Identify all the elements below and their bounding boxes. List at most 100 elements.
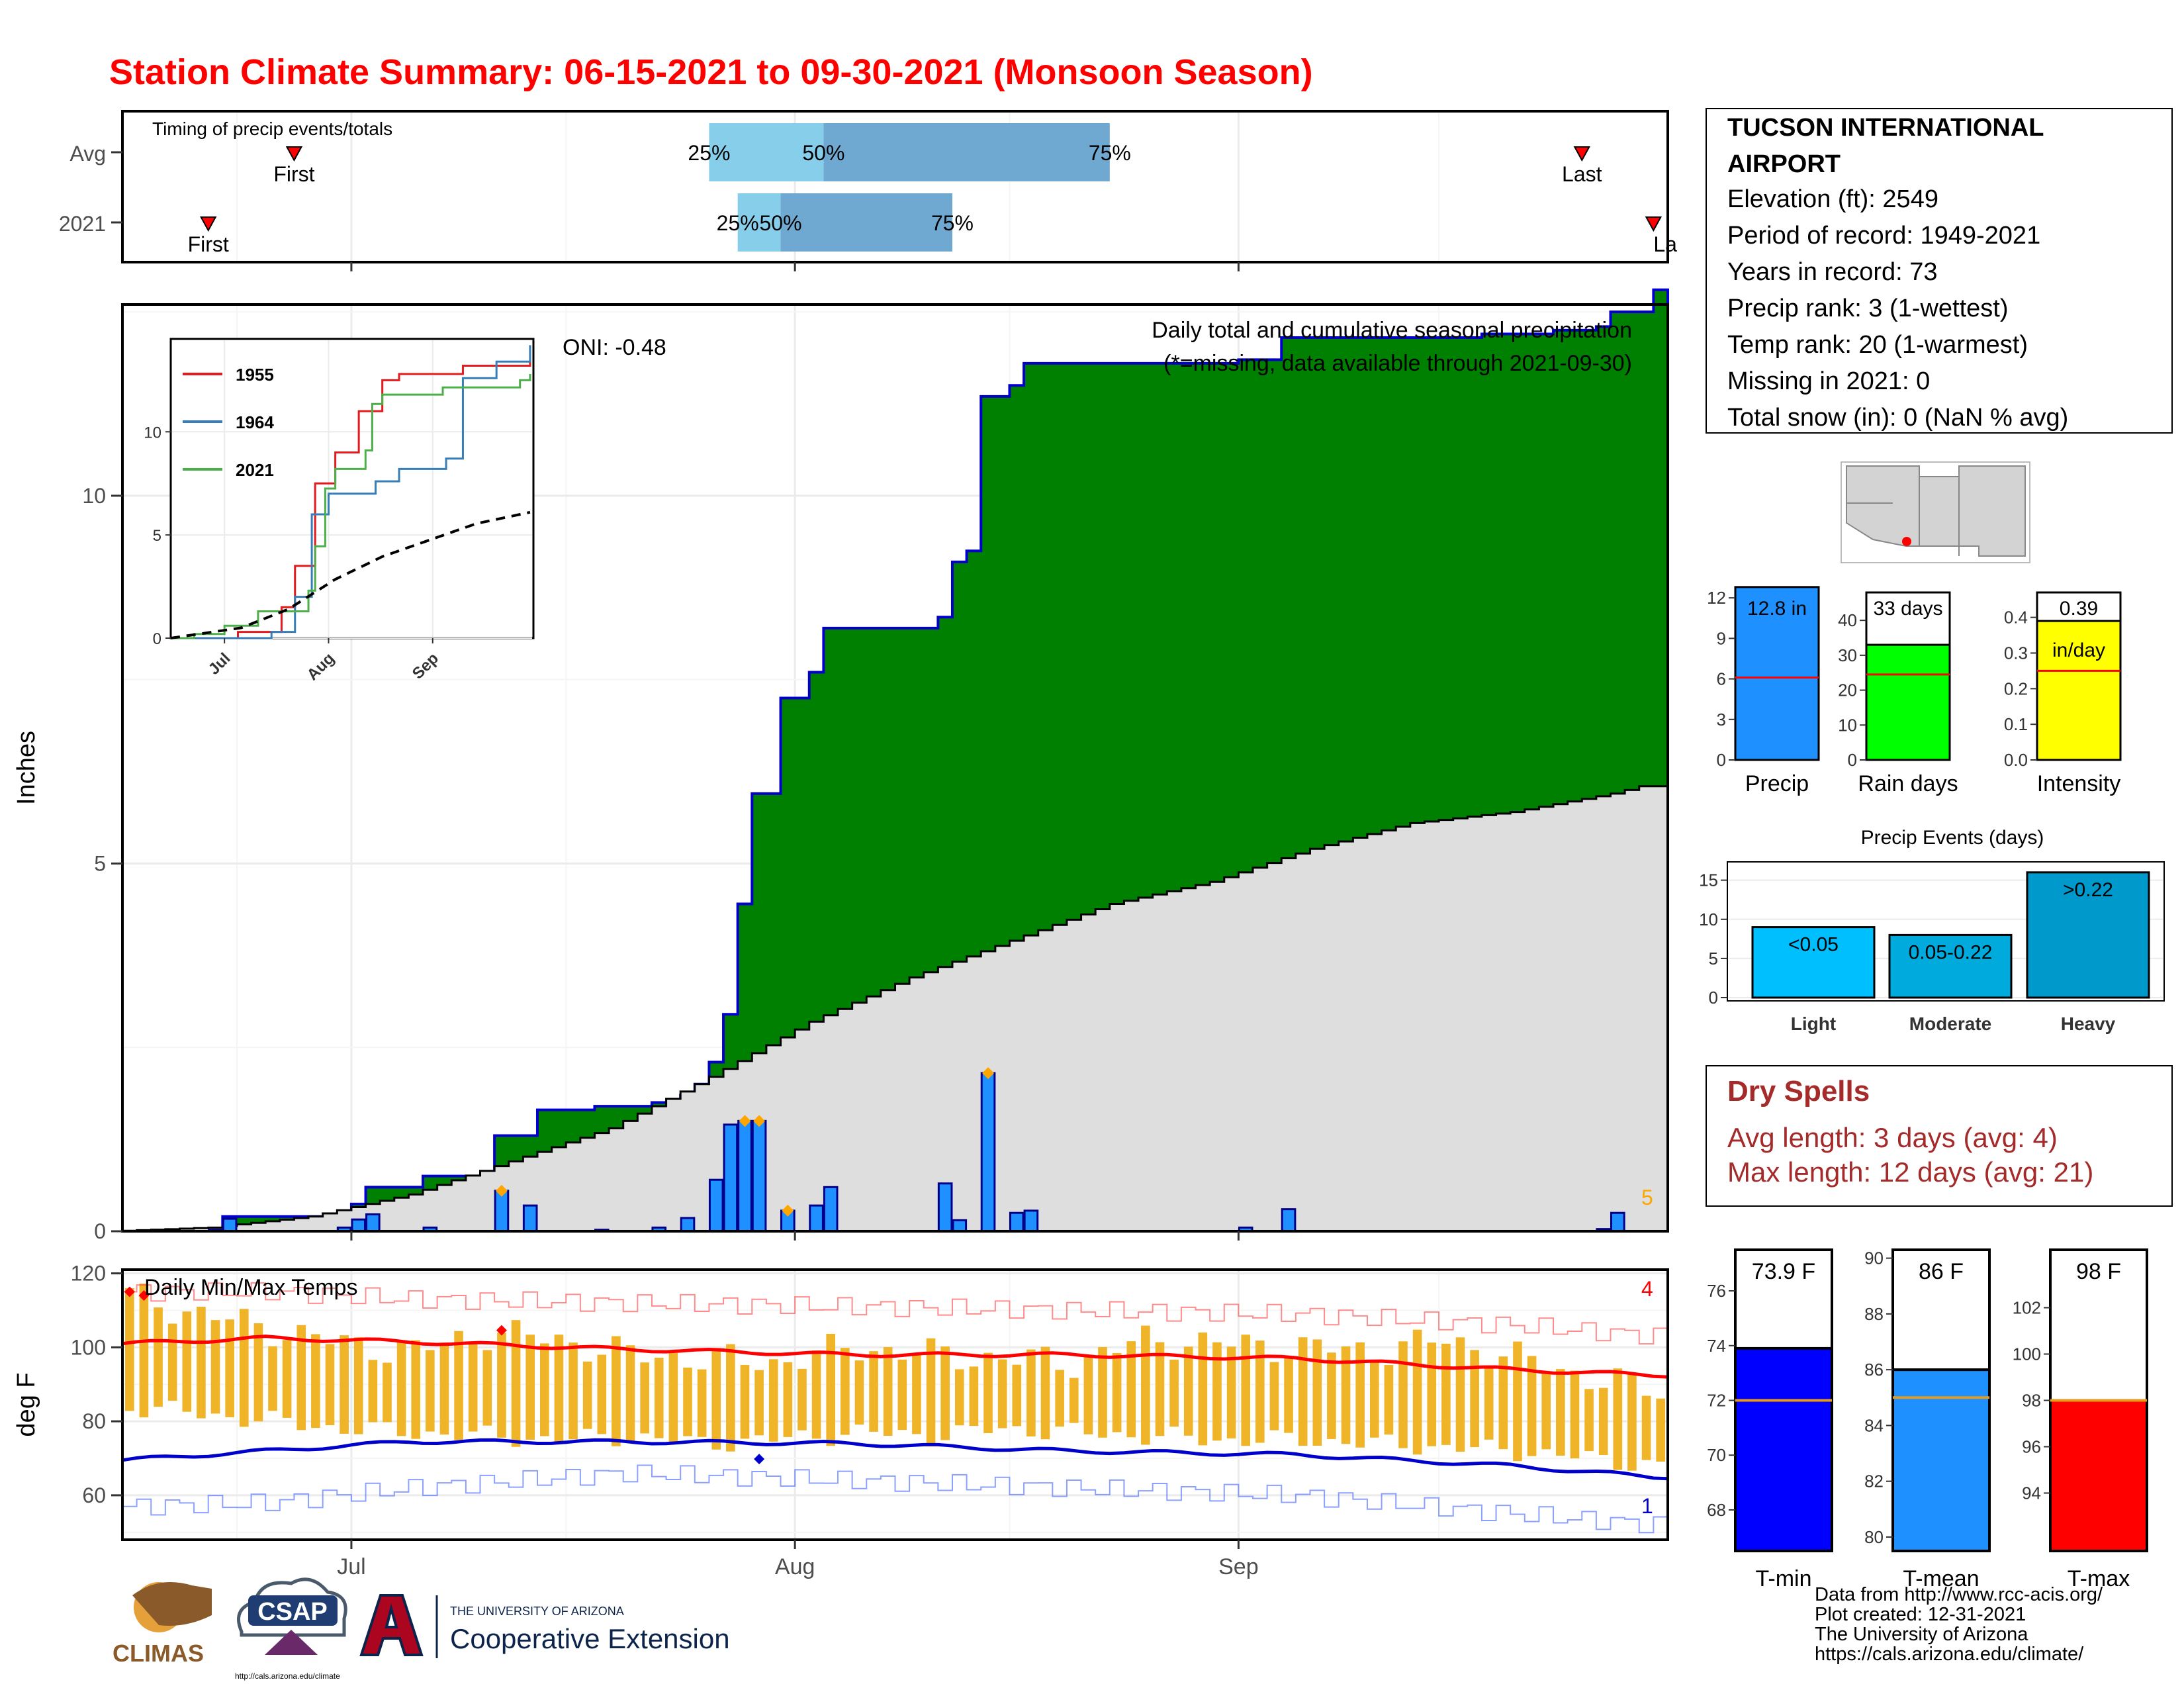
temp-daily-bar xyxy=(368,1360,378,1423)
temp-daily-bar xyxy=(1627,1372,1637,1471)
summary-label-Precip: Precip xyxy=(1745,771,1809,796)
temp-corner-top: 4 xyxy=(1641,1277,1653,1301)
credit-line-1: Data from http://www.rcc-acis.org/ xyxy=(1815,1584,2103,1605)
timing-marker-label-last-Avg: Last xyxy=(1562,162,1602,186)
daily-precip-bar-2021-07-02 xyxy=(365,1213,381,1233)
temp-daily-bar xyxy=(1012,1364,1022,1427)
temp-daily-bar xyxy=(697,1369,707,1437)
temp-daily-bar xyxy=(1384,1365,1394,1435)
precip-ytick-label-10: 10 xyxy=(82,484,106,508)
summary-ytick-label-Rain days-30: 30 xyxy=(1838,645,1857,665)
summary-value2-Intensity: in/day xyxy=(2052,639,2105,661)
x-tick-label-Sep: Sep xyxy=(1218,1554,1259,1579)
summary-value-Precip: 12.8 in xyxy=(1747,598,1807,620)
summary-value-Rain days: 33 days xyxy=(1873,598,1942,620)
daily-precip-bar-2021-07-27 xyxy=(723,1123,739,1233)
x-tick-label-Jul: Jul xyxy=(337,1554,365,1579)
precip-panel-border xyxy=(121,303,1669,1233)
legend-label-1964: 1964 xyxy=(236,412,274,432)
timing-pct-label-Avg-0: 25% xyxy=(688,141,730,165)
daily-precip-bar-2021-07-29 xyxy=(751,1119,767,1233)
events-ytick-label-0: 0 xyxy=(1709,988,1718,1008)
inset-bg xyxy=(169,338,535,639)
temp-daily-bar xyxy=(1556,1369,1565,1456)
temp-daily-bar xyxy=(1141,1325,1150,1445)
summary-label-Rain days: Rain days xyxy=(1858,771,1958,796)
daily-precip-bar-2021-07-01 xyxy=(351,1218,367,1233)
daily-precip-bar-2021-07-28 xyxy=(737,1119,752,1233)
temp-daily-bar xyxy=(1527,1356,1537,1456)
daily-precip-bar-2021-07-11 xyxy=(494,1190,510,1233)
timing-marker-last-2021 xyxy=(1645,216,1662,232)
temp-daily-bar xyxy=(353,1337,363,1434)
timing-pct-label-Avg-2: 75% xyxy=(1089,141,1131,165)
temp-daily-bar xyxy=(1656,1398,1665,1462)
climas-logo-text: CLIMAS xyxy=(113,1640,204,1667)
daily-record-marker-2021-07-31 xyxy=(782,1204,794,1217)
temp-daily-bar xyxy=(1269,1362,1279,1430)
temp-ytick-label-100: 100 xyxy=(71,1335,106,1359)
events-title: Precip Events (days) xyxy=(1861,827,2044,849)
events-ytick-label-5: 5 xyxy=(1709,949,1718,968)
dry-spells-avg: Avg length: 3 days (avg: 4) xyxy=(1727,1122,2058,1153)
temp-daily-bar xyxy=(683,1367,692,1436)
credit-line-3: The University of Arizona xyxy=(1815,1624,2028,1645)
temp-avg-min-line xyxy=(122,1438,1668,1481)
events-category-Moderate: Moderate xyxy=(1909,1013,1991,1034)
temp-summary-ytick-label-T-min-68: 68 xyxy=(1707,1500,1726,1520)
temp-daily-bar xyxy=(497,1333,506,1438)
events-category-Heavy: Heavy xyxy=(2061,1013,2116,1034)
temp-summary-ytick-label-T-min-74: 74 xyxy=(1707,1336,1726,1356)
temp-summary-ytick-label-T-min-70: 70 xyxy=(1707,1445,1726,1465)
temp-daily-bar xyxy=(1226,1346,1236,1438)
summary-ytick-label-Intensity-0.1: 0.1 xyxy=(2004,714,2028,734)
temp-daily-bar xyxy=(797,1368,807,1430)
events-ytick-label-15: 15 xyxy=(1699,870,1718,890)
temp-summary-value-T-mean: 86 F xyxy=(1919,1259,1964,1284)
temp-daily-bar xyxy=(1284,1358,1293,1433)
temp-daily-bar xyxy=(268,1346,277,1411)
temp-daily-bar xyxy=(396,1342,406,1436)
temp-daily-bar xyxy=(239,1309,249,1427)
inset-series-line-2021 xyxy=(171,373,531,639)
temp-daily-bar xyxy=(1155,1342,1165,1436)
temp-y-axis-label: deg F xyxy=(13,1372,40,1436)
temp-panel-title: Daily Min/Max Temps xyxy=(144,1275,357,1300)
daily-precip-bar-2021-08-11 xyxy=(937,1182,953,1233)
temp-summary-ytick-label-T-max-96: 96 xyxy=(2022,1437,2041,1457)
temp-daily-bar xyxy=(482,1350,492,1426)
temp-record-high-marker-2021-06-16 xyxy=(138,1290,150,1301)
temp-daily-bar xyxy=(1040,1346,1050,1440)
timing-marker-last-Avg xyxy=(1573,146,1590,162)
temp-summary-ytick-label-T-max-100: 100 xyxy=(2013,1344,2041,1364)
temp-corner-bottom: 1 xyxy=(1641,1494,1653,1518)
timing-pct-label-2021-0: 25% xyxy=(717,211,759,235)
temp-summary-ytick-label-T-mean-80: 80 xyxy=(1864,1527,1884,1547)
temp-ytick-label-80: 80 xyxy=(82,1409,106,1433)
temp-daily-bar xyxy=(569,1342,578,1440)
summary-ytick-label-Rain days-10: 10 xyxy=(1838,715,1857,735)
inset-series-line-1964 xyxy=(171,345,531,639)
temp-daily-bar xyxy=(539,1343,549,1436)
temp-daily-bar xyxy=(640,1362,649,1434)
ua-bottom-text: Cooperative Extension xyxy=(450,1623,730,1654)
temp-daily-bar xyxy=(940,1346,950,1440)
temp-daily-bar xyxy=(1327,1352,1336,1439)
temp-summary-value-T-min: 73.9 F xyxy=(1752,1259,1815,1284)
station-info-box: TUCSON INTERNATIONAL AIRPORT Elevation (… xyxy=(1706,108,2173,434)
temp-daily-bar xyxy=(225,1319,234,1417)
temp-daily-bar xyxy=(340,1335,349,1434)
events-ytick-label-10: 10 xyxy=(1699,910,1718,929)
precip-panel: 0 5 10 Inches ONI: -0.48 Daily total and c… xyxy=(13,288,1669,1243)
summary-ytick-label-Precip-12: 12 xyxy=(1707,588,1726,608)
temp-daily-bar xyxy=(282,1340,292,1418)
precip-subtitle: Daily total and cumulative seasonal prec… xyxy=(1152,318,1632,343)
temp-daily-bar xyxy=(296,1325,306,1430)
temp-daily-bar xyxy=(826,1333,836,1446)
temp-daily-bar xyxy=(1198,1332,1208,1446)
oni-label: ONI: -0.48 xyxy=(563,335,666,360)
daily-precip-bar-2021-08-14 xyxy=(980,1072,996,1233)
daily-precip-bar-2021-09-04 xyxy=(1281,1208,1297,1233)
